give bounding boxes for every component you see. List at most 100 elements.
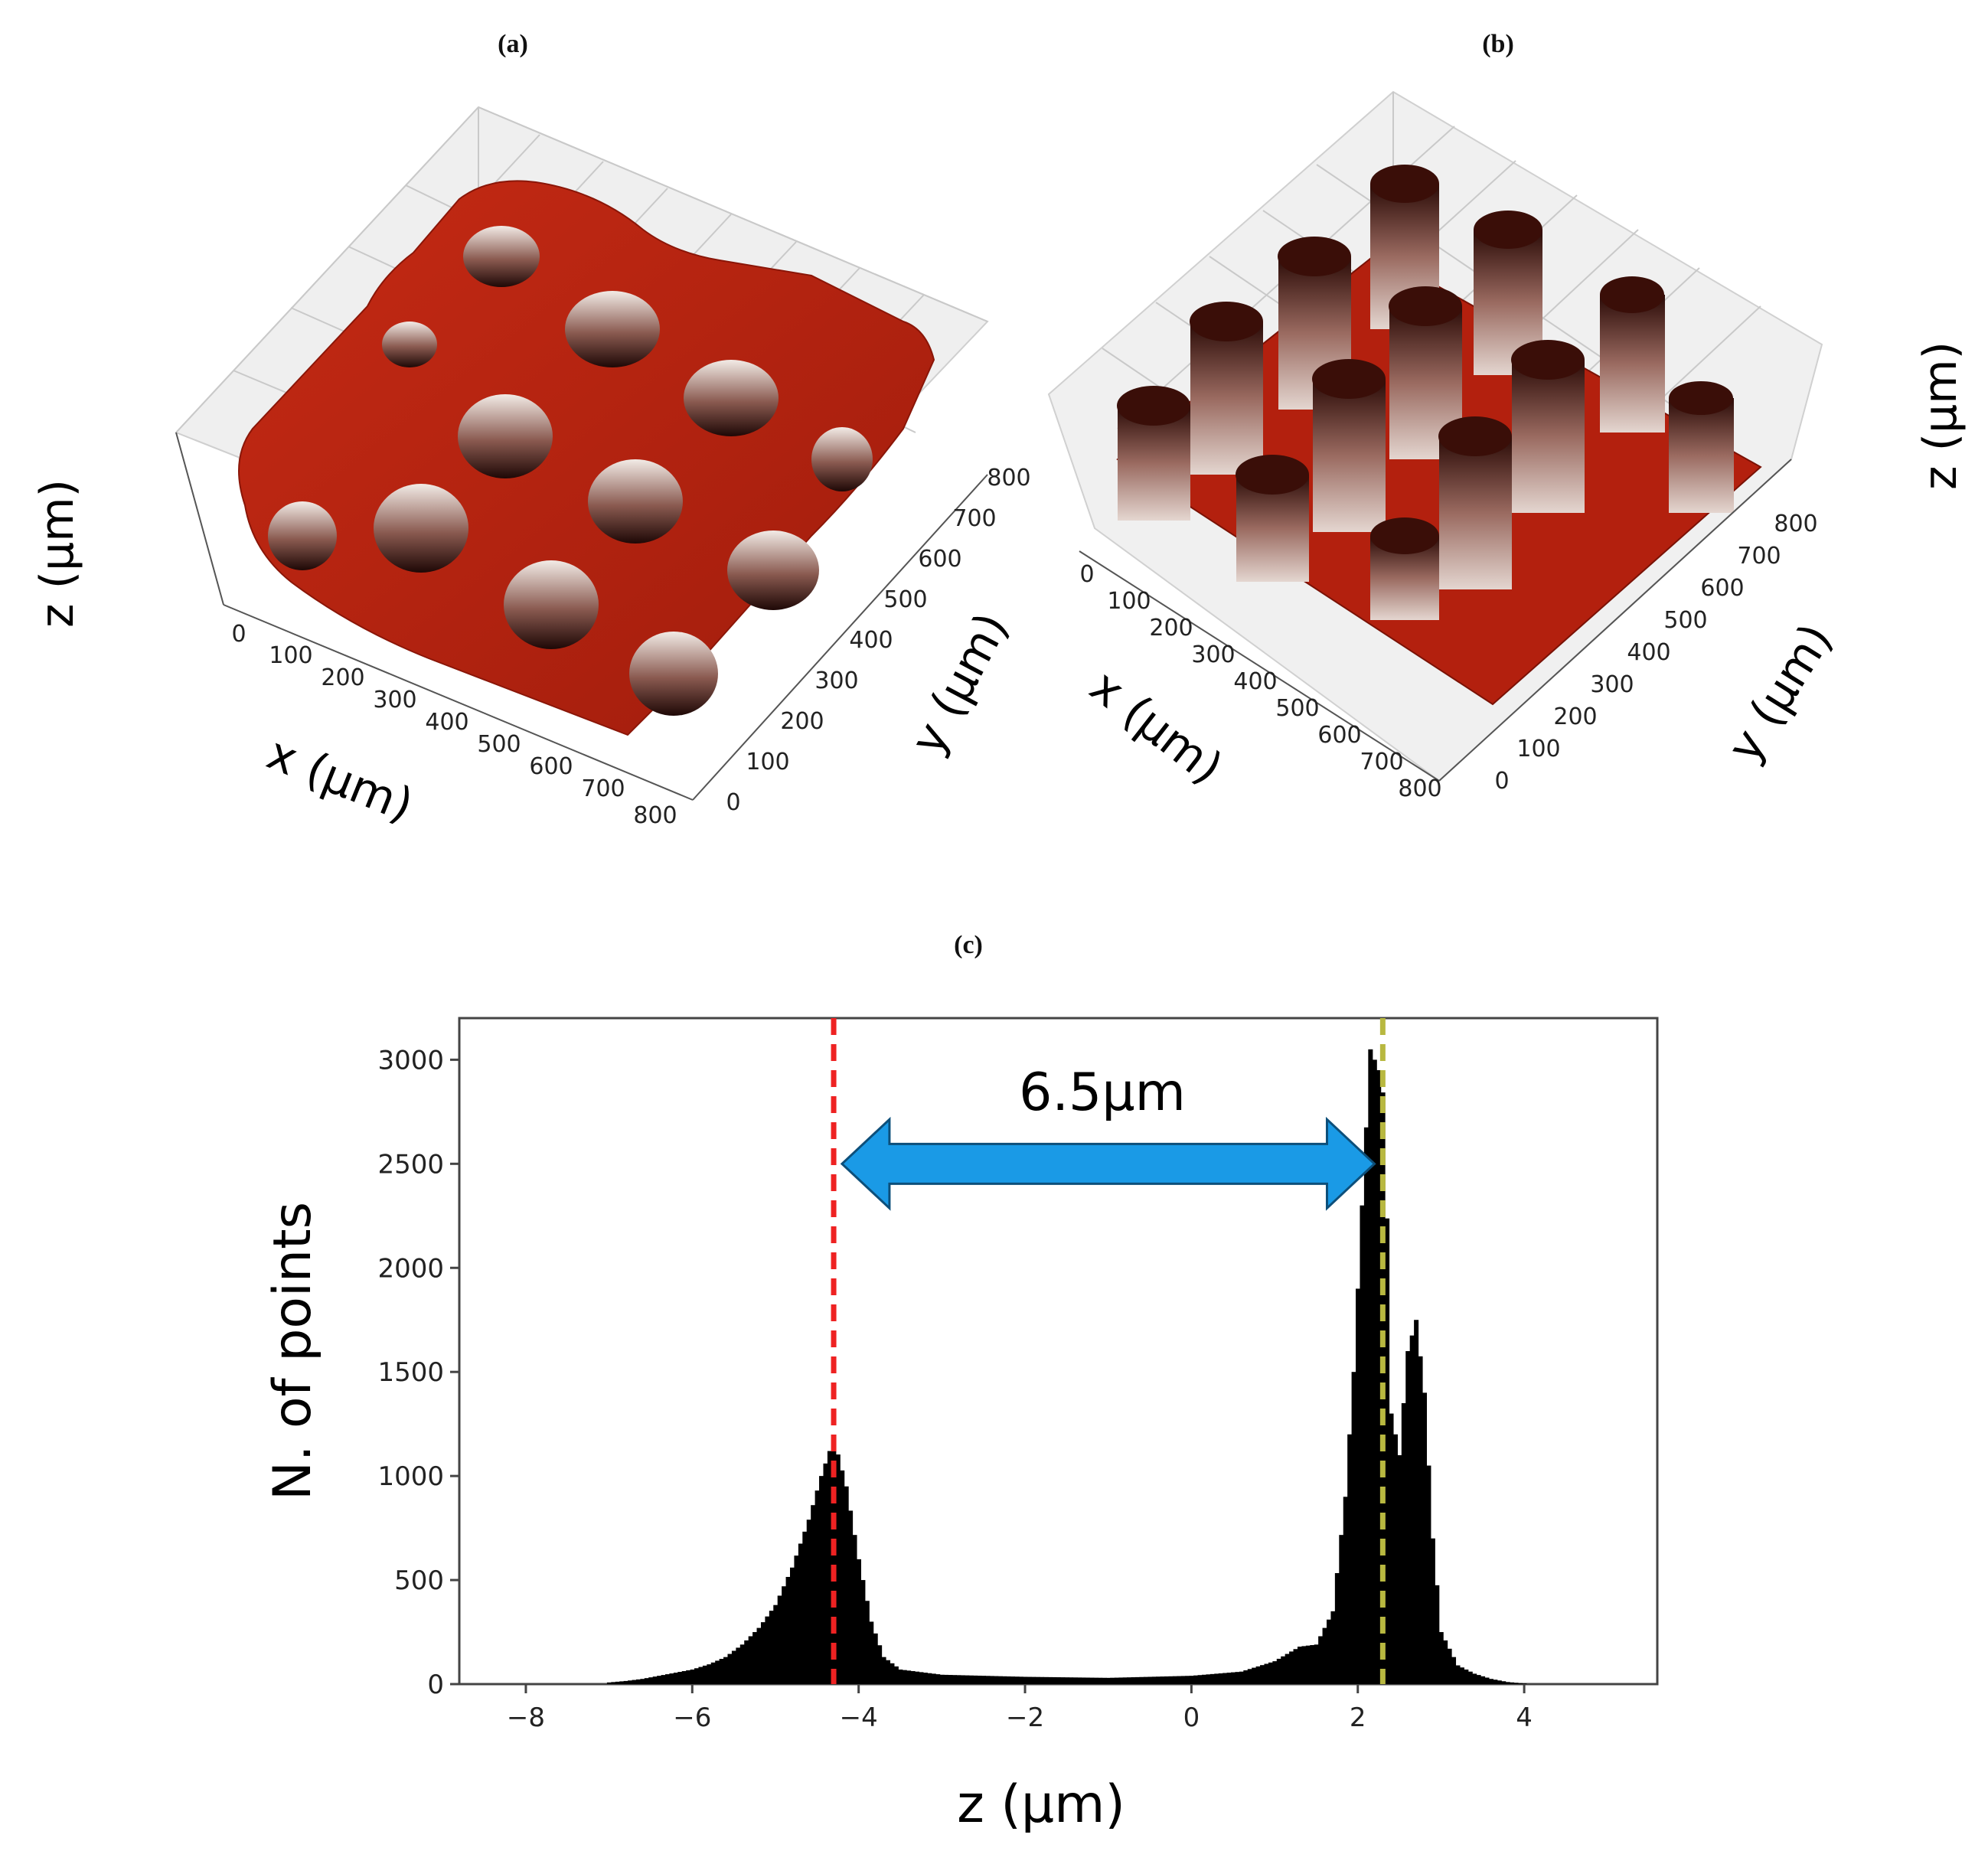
histogram-bar [756,1627,762,1684]
panel-b-y-tick: 500 [1663,607,1707,634]
histogram-bar [1214,1673,1219,1684]
histogram-bar [1493,1680,1498,1684]
histogram-bar [652,1676,658,1684]
panel-a-y-tick: 300 [814,668,858,694]
histogram-bar [1360,1205,1365,1684]
histogram-bar [1517,1683,1523,1684]
histogram-bar [1218,1673,1223,1684]
histogram-bar [1031,1676,1036,1684]
histogram-bar [977,1675,982,1684]
x-tick-label: −8 [507,1702,545,1733]
histogram-bar [1289,1651,1294,1684]
panel-c-label: (c) [954,931,983,959]
panel-b-y-tick: 700 [1737,543,1781,570]
histogram-bar [1285,1653,1290,1684]
x-tick-label: −4 [840,1702,878,1733]
histogram-bar [893,1666,899,1684]
histogram-bar [956,1675,961,1684]
y-tick-label: 2500 [377,1149,444,1180]
panel-b-y-axis [1438,459,1792,782]
panel-b-pillar [1117,386,1190,521]
panel-b: (b) [1047,30,1967,802]
histogram-bar [1409,1335,1415,1684]
panel-b-z-label: z (μm) [1914,341,1967,490]
histogram-bar [657,1676,662,1684]
panel-b-x-ticks: 0 100 200 300 400 500 600 700 800 [1079,561,1441,802]
histogram-bar [840,1470,845,1684]
histogram-bar [690,1669,695,1684]
histogram-bar [852,1535,857,1684]
panel-b-y-tick: 100 [1516,736,1560,762]
panel-a-x-ticks: 0 100 200 300 400 500 600 700 800 [231,621,677,829]
histogram-bar [1459,1667,1464,1684]
histogram-bar [1135,1676,1141,1684]
panel-b-x-label: x (μm) [1080,660,1232,795]
histogram-bar [1231,1672,1236,1684]
y-tick-label: 3000 [377,1045,444,1076]
histogram-bar [1438,1632,1444,1684]
histogram-bar [1114,1677,1119,1684]
histogram-bar [744,1640,749,1684]
histogram-bar [731,1650,736,1684]
panel-a-label: (a) [498,30,528,58]
histogram-bar [902,1670,907,1684]
histogram-bar [1043,1676,1049,1684]
panel-a: (a) [31,30,1031,833]
histogram-bar [615,1681,620,1684]
panel-a-y-tick: 200 [780,708,824,735]
panel-a-hole [458,394,553,478]
x-tick-label: 2 [1350,1702,1366,1733]
panel-a-hole [727,530,819,610]
histogram-bar [1297,1647,1302,1684]
histogram-bar [723,1657,729,1684]
histogram-bar [1052,1676,1057,1684]
histogram-bar [1351,1372,1356,1684]
histogram-bar [1334,1573,1340,1684]
y-tick-label: 500 [394,1565,444,1596]
histogram-plot-area [458,1017,1659,1686]
histogram-bar [1472,1673,1477,1684]
histogram-bar [814,1490,820,1684]
histogram-bar [1443,1640,1448,1684]
histogram-bar [927,1673,932,1684]
histogram-bar [869,1621,874,1684]
histogram-bar [694,1668,700,1684]
panel-a-holes [268,226,873,716]
histogram-bar [698,1667,703,1684]
histogram-bar [811,1505,816,1684]
histogram-bar [1310,1645,1315,1684]
histogram-bar [985,1676,991,1684]
histogram-bar [1255,1666,1261,1684]
panel-b-pillar [1236,455,1309,582]
panel-a-hole [684,360,779,436]
histogram-bar [686,1670,691,1684]
panel-a-x-tick: 700 [581,775,625,802]
histogram-bar [1040,1676,1045,1684]
histogram-bar [835,1454,841,1684]
panel-b-pillar [1370,165,1439,329]
histogram-bar [1488,1679,1493,1684]
histogram-bar [1272,1661,1278,1684]
panel-a-y-tick: 800 [987,465,1030,491]
histogram-bar [898,1669,903,1684]
x-tick-label: 0 [1183,1702,1200,1733]
panel-a-y-axis [692,474,988,801]
histogram-bar [1347,1434,1353,1684]
histogram-bar [1151,1676,1157,1684]
histogram-bar [1076,1677,1082,1684]
histogram-bar [1002,1676,1007,1684]
histogram-bar [777,1595,782,1684]
histogram-bar [1276,1658,1281,1684]
histogram-bar [1072,1677,1078,1684]
histogram-bar [1385,1218,1390,1684]
histogram-bar [1089,1677,1095,1684]
histogram-bar [1172,1676,1177,1684]
histogram-bar [1497,1680,1502,1684]
panel-a-x-tick: 400 [425,709,468,736]
histogram-bar [973,1675,978,1684]
panel-a-x-axis [223,604,694,801]
histogram-bar [1326,1619,1332,1684]
histogram-reference-lines [831,1018,1386,1684]
panel-a-hole [565,291,660,367]
histogram-bar [635,1679,641,1684]
